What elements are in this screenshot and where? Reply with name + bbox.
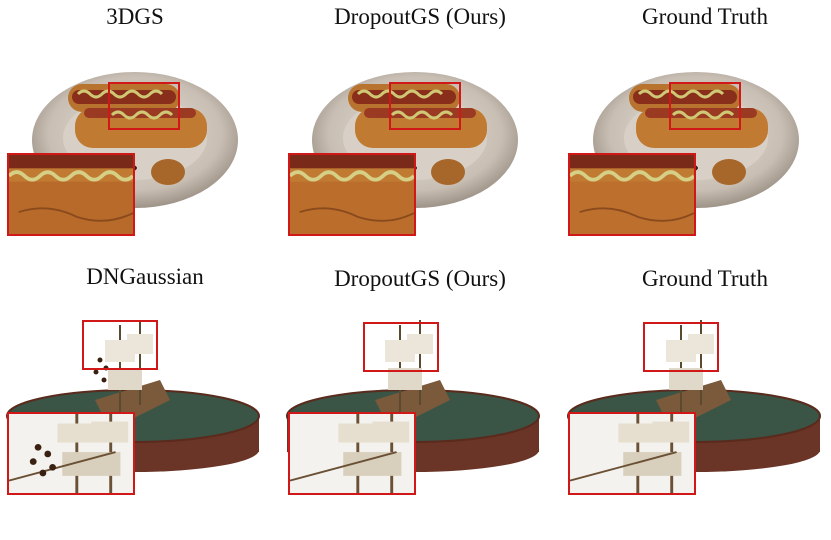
panel-label: DropoutGS (Ours) [334,4,506,29]
panel-label: DropoutGS (Ours) [334,266,506,291]
panel-label: 3DGS [106,4,164,29]
zoom-inset [7,412,135,495]
zoom-region-box [363,322,439,372]
zoom-inset [7,153,135,236]
zoom-region-box [669,82,741,130]
panel-label: Ground Truth [642,4,768,29]
zoom-region-box [389,82,461,130]
zoom-inset [288,412,416,495]
zoom-inset [568,412,696,495]
panel-label: Ground Truth [642,266,768,291]
zoom-region-box [643,322,719,372]
zoom-inset [568,153,696,236]
panel-label: DNGaussian [86,264,204,289]
zoom-region-box [82,320,158,370]
zoom-inset [288,153,416,236]
zoom-region-box [108,82,180,130]
